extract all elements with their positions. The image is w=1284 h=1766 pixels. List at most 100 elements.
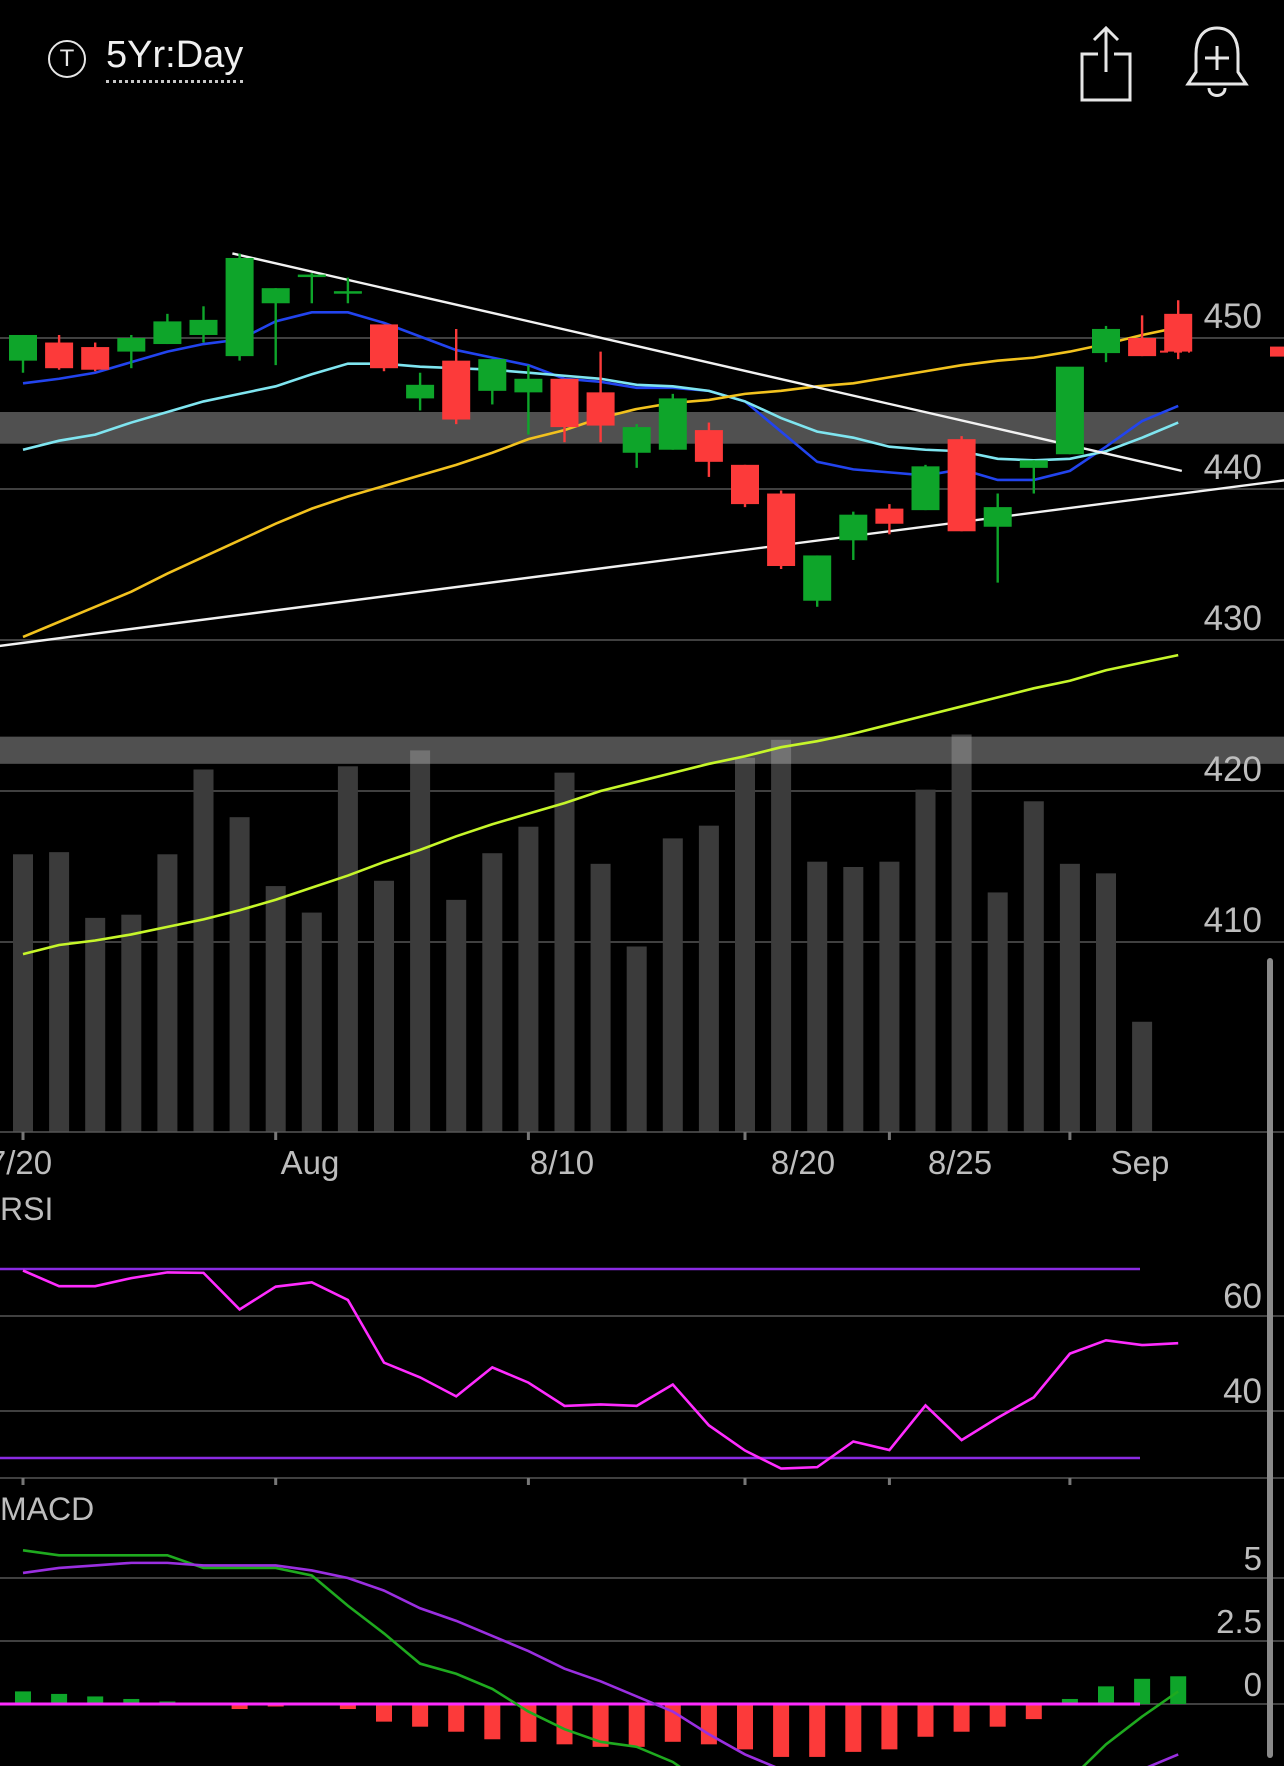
macd-axis-label: 0 [1244, 1666, 1262, 1703]
macd-histogram-bar [917, 1704, 934, 1737]
macd-axis-label: 5 [1244, 1540, 1262, 1577]
macd-histogram-bar [123, 1698, 140, 1704]
volume-bar [626, 946, 647, 1132]
volume-bar [1023, 801, 1044, 1132]
macd-line [22, 1548, 1179, 1766]
candle-body [911, 466, 940, 511]
x-axis-label: 7/20 [0, 1144, 52, 1181]
trendline [0, 479, 1284, 648]
macd-histogram-bar [989, 1704, 1006, 1727]
last-price-marker [1270, 346, 1284, 357]
volume-bar [446, 899, 467, 1132]
volume-bar [518, 826, 539, 1132]
volume-bar [915, 789, 936, 1132]
candle-body [875, 508, 904, 524]
candle-body [803, 555, 832, 601]
macd-histogram-bar [484, 1704, 501, 1740]
volume-bar [301, 912, 322, 1132]
vertical-scrollbar[interactable] [1267, 958, 1273, 1758]
rsi-line [22, 1269, 1179, 1470]
candle-body [767, 493, 796, 567]
volume-bar [85, 917, 106, 1132]
macd-histogram-bar [700, 1704, 717, 1745]
volume-bar [1132, 1021, 1153, 1132]
candle-body [622, 427, 651, 453]
macd-line [22, 1561, 1179, 1766]
price-axis-label: 410 [1204, 901, 1262, 940]
candle-body [1128, 338, 1157, 357]
macd-axis-label: 2.5 [1216, 1603, 1262, 1640]
x-axis-label: 8/25 [928, 1144, 992, 1181]
candle-body [1164, 313, 1193, 352]
macd-histogram-bar [1098, 1686, 1114, 1704]
candle-body [189, 319, 218, 335]
candle-body [658, 398, 687, 450]
support-resistance-zone [0, 736, 1284, 764]
macd-histogram-bar [520, 1704, 537, 1742]
candle-body [1019, 460, 1048, 468]
macd-histogram-bar [1170, 1676, 1187, 1704]
volume-bar [807, 861, 828, 1132]
macd-histogram-bar [953, 1704, 970, 1732]
rsi-axis-label: 40 [1223, 1372, 1262, 1411]
macd-histogram-bar [231, 1704, 248, 1710]
macd-histogram-bar [881, 1704, 898, 1750]
volume-bar [229, 817, 250, 1132]
macd-histogram-bar [412, 1704, 429, 1727]
candle-body [81, 347, 110, 370]
candle-body [550, 378, 579, 428]
volume-bar [157, 854, 178, 1132]
volume-bar [482, 853, 503, 1132]
macd-histogram-bar [1061, 1698, 1078, 1704]
volume-bar [374, 880, 394, 1132]
chart-header: T 5Yr:Day [0, 0, 1284, 120]
volume-bar [771, 739, 792, 1132]
macd-histogram-bar [51, 1693, 68, 1704]
rsi-title: RSI [0, 1191, 53, 1227]
x-axis-label: 8/10 [530, 1144, 594, 1181]
candle-body [297, 274, 326, 278]
macd-histogram-bar [376, 1704, 392, 1722]
candle-body [514, 378, 543, 393]
stock-chart[interactable]: 450 440 430 420 410 7/20 Aug 8/10 8/20 8/25 Sep RSI… [0, 120, 1284, 1766]
volume-bar [698, 825, 719, 1132]
volume-bar [49, 852, 70, 1132]
ticker-icon[interactable]: T [48, 40, 86, 78]
candle-body [694, 430, 723, 462]
volume-bar [13, 854, 33, 1132]
x-axis-label: Aug [281, 1144, 340, 1181]
macd-histogram-bar [339, 1704, 356, 1710]
x-axis-label: Sep [1111, 1144, 1170, 1181]
volume-bar [121, 914, 142, 1132]
volume-bar [987, 892, 1008, 1132]
volume-bar [843, 867, 864, 1132]
candle-body [983, 507, 1012, 527]
volume-bar [410, 750, 431, 1132]
trendline [232, 252, 1183, 473]
volume-bar [951, 734, 972, 1132]
period-selector[interactable]: 5Yr:Day [106, 30, 244, 83]
macd-histogram-bar [556, 1704, 573, 1745]
candle-body [117, 338, 146, 352]
price-axis-label: 420 [1204, 750, 1262, 789]
macd-histogram-bar [628, 1704, 645, 1747]
macd-histogram-bar [773, 1704, 790, 1757]
share-icon[interactable] [1076, 22, 1136, 102]
candle-body [370, 324, 398, 369]
macd-histogram-bar [1025, 1704, 1042, 1720]
candle-body [1092, 328, 1120, 354]
macd-histogram-bar [15, 1691, 31, 1704]
candle-body [333, 291, 362, 294]
volume-bar [1096, 873, 1116, 1132]
macd-histogram-bar [737, 1704, 753, 1750]
x-axis-label: 8/20 [771, 1144, 835, 1181]
volume-bar [735, 757, 755, 1132]
volume-bar [590, 863, 611, 1132]
volume-bar [554, 772, 575, 1132]
candle-body [586, 392, 615, 426]
volume-bar [193, 769, 214, 1132]
macd-histogram-bar [592, 1704, 609, 1747]
volume-bar [265, 886, 286, 1132]
volume-bar [337, 766, 358, 1132]
bell-plus-icon[interactable] [1182, 20, 1252, 102]
